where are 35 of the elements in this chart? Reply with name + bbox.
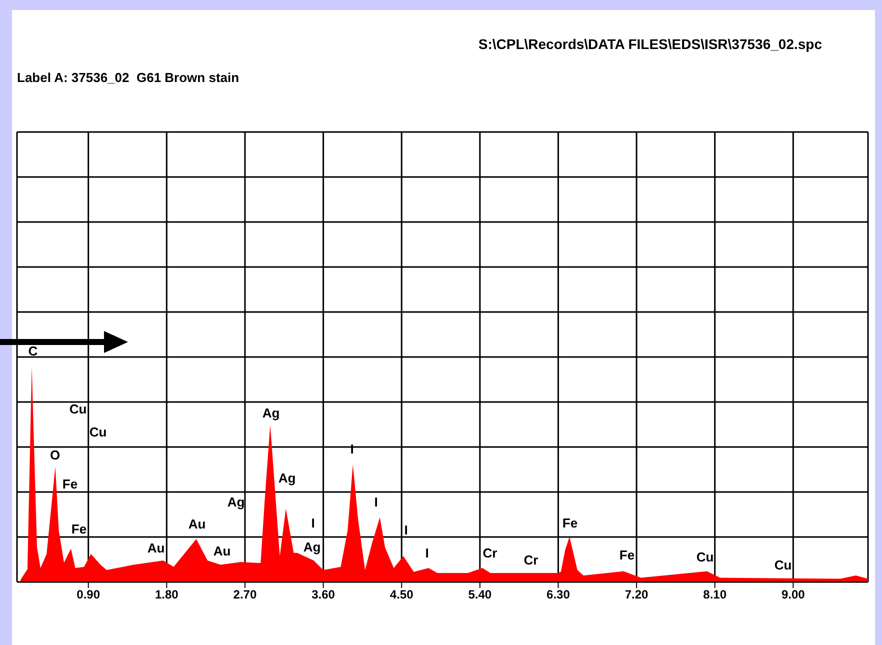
annotation: O [50,448,60,462]
text: C [28,344,38,358]
annotation: Cu [696,550,714,564]
annotation: Fe [619,548,635,562]
annotation: Cr [482,546,498,560]
annotation: Fe [71,522,87,536]
annotation: Ag [262,406,280,420]
annotation: Ag [227,494,245,510]
x-tick-label: 3.60 [312,588,336,602]
annotation: Fe [562,516,578,530]
x-tick-label: 6.30 [546,588,570,602]
x-tick-label: 4.50 [390,588,414,602]
annotation: Au [147,540,165,556]
x-tick-label: 1.80 [154,588,179,602]
annotation: Cu [774,558,792,572]
annotation: Au [188,516,206,532]
x-tick-label: 2.70 [233,588,257,602]
x-tick-label: 5.40 [468,588,492,602]
annotation: I [311,516,315,530]
annotation: I [374,494,378,510]
annotation: I [404,522,408,538]
annotation: Cr [524,552,538,568]
annotation: Ag [303,540,321,554]
annotation: Cu [69,402,87,416]
annotation: Au [213,544,231,558]
annotation: Cu [89,424,107,440]
x-tick-label: 8.10 [703,588,727,602]
annotation: I [425,546,429,560]
annotation: Ag [278,470,296,486]
chart-subtitle: Label A: 37536_02 G61 Brown stain [17,70,240,85]
x-tick-label: 7.20 [624,588,649,602]
x-tick-label: 0.90 [76,588,100,602]
x-tick-label: 9.00 [781,588,806,602]
chart-title: S:\CPL\Records\DATA FILES\EDS\ISR\37536_02.spc [477,36,822,52]
annotation: Fe [62,476,78,492]
